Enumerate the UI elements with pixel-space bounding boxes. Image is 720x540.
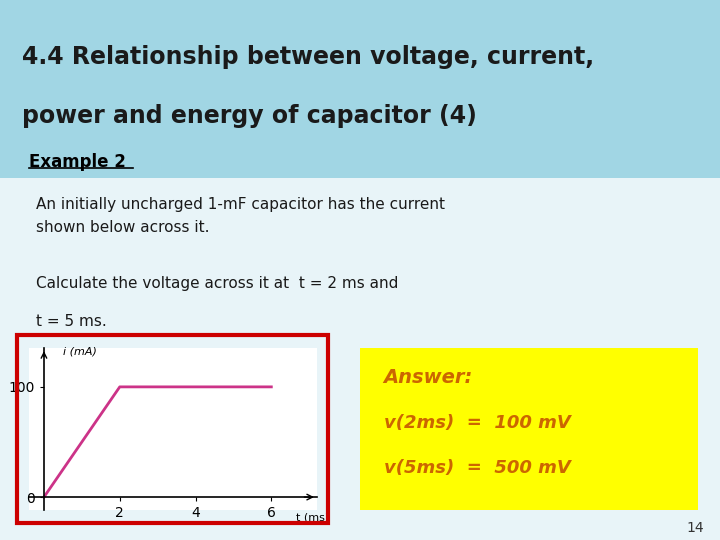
Text: v(2ms)  =  100 mV: v(2ms) = 100 mV (384, 414, 570, 432)
Text: An initially uncharged 1-mF capacitor has the current
shown below across it.: An initially uncharged 1-mF capacitor ha… (36, 197, 445, 235)
Text: t (ms): t (ms) (297, 512, 330, 523)
Text: t = 5 ms.: t = 5 ms. (36, 314, 107, 329)
Text: v(5ms)  =  500 mV: v(5ms) = 500 mV (384, 459, 570, 477)
FancyBboxPatch shape (360, 348, 698, 510)
FancyBboxPatch shape (0, 0, 720, 178)
Text: Example 2: Example 2 (29, 153, 126, 171)
Text: 14: 14 (686, 521, 703, 535)
FancyBboxPatch shape (0, 178, 720, 540)
Text: 4.4 Relationship between voltage, current,: 4.4 Relationship between voltage, curren… (22, 45, 594, 69)
Text: Calculate the voltage across it at  t = 2 ms and: Calculate the voltage across it at t = 2… (36, 276, 398, 291)
Text: power and energy of capacitor (4): power and energy of capacitor (4) (22, 104, 477, 128)
Text: Answer:: Answer: (384, 368, 473, 387)
Text: i (mA): i (mA) (63, 346, 96, 356)
